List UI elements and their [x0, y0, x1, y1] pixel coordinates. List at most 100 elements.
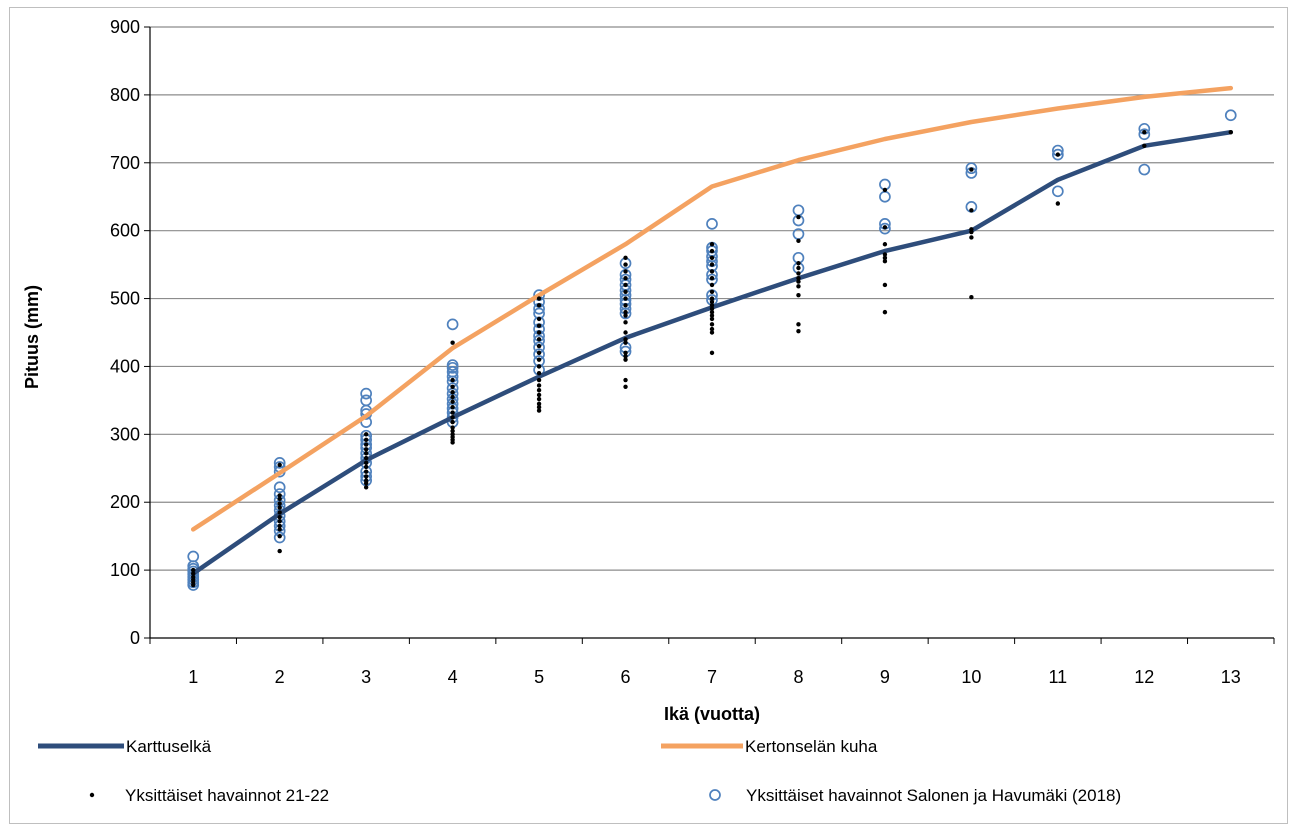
legend-swatch-dots-21-22: [89, 792, 95, 798]
dot-point-73: [623, 330, 628, 335]
axis-layer: [144, 26, 1275, 644]
x-tick-label-7: 7: [707, 667, 717, 687]
dot-point-23: [363, 464, 369, 470]
y-tick-label-400: 400: [110, 356, 140, 376]
dot-point-52: [536, 388, 542, 393]
x-tick-label-13: 13: [1221, 667, 1241, 687]
ring-point-89: [792, 204, 805, 217]
y-tick-label-300: 300: [110, 424, 140, 444]
dot-point-100: [709, 262, 715, 267]
dot-point-109: [796, 275, 801, 281]
dot-point-65: [536, 296, 542, 301]
dot-point-99: [709, 269, 715, 274]
dot-point-115: [882, 309, 888, 315]
legend-label-rings-salonen: Yksittäiset havainnot Salonen ja Havumäk…: [746, 786, 1121, 805]
dot-point-88: [709, 322, 715, 327]
dot-point-53: [536, 383, 542, 388]
dot-point-6: [277, 548, 282, 554]
dot-point-110: [796, 271, 801, 276]
dot-point-87: [709, 326, 715, 332]
ring-point-84: [706, 218, 718, 230]
dot-point-122: [882, 187, 888, 193]
dot-point-24: [363, 460, 369, 466]
chart-frame: [9, 7, 1288, 824]
dot-point-81: [623, 275, 628, 281]
ring-point-18: [273, 481, 286, 494]
dot-point-123: [969, 294, 974, 300]
ring-point-90: [879, 222, 891, 235]
dot-point-89: [709, 316, 715, 322]
dot-point-77: [623, 303, 628, 308]
dot-point-63: [536, 316, 542, 322]
grid-layer: [150, 26, 1274, 571]
dot-point-58: [536, 350, 542, 356]
ring-point-8: [187, 550, 200, 563]
y-tick-label-500: 500: [110, 289, 140, 309]
dot-point-26: [363, 451, 369, 456]
dot-point-75: [623, 313, 628, 318]
x-tick-label-4: 4: [448, 667, 458, 687]
dot-point-83: [623, 262, 628, 267]
dot-point-28: [363, 442, 369, 447]
dot-point-59: [536, 343, 542, 349]
dot-point-105: [796, 322, 801, 327]
legend-label-dots-21-22: Yksittäiset havainnot 21-22: [125, 786, 329, 805]
dot-point-126: [969, 227, 974, 232]
dot-point-72: [623, 337, 628, 342]
dot-point-78: [623, 296, 628, 301]
dot-point-38: [450, 415, 455, 420]
series-layer: [187, 85, 1237, 591]
dot-point-68: [623, 357, 628, 362]
dot-point-120: [882, 242, 888, 247]
dot-point-94: [709, 299, 715, 305]
ring-point-92: [879, 190, 891, 203]
dot-point-30: [363, 432, 369, 437]
dot-point-111: [796, 265, 801, 271]
dot-point-71: [623, 340, 628, 345]
dot-point-129: [1055, 201, 1061, 206]
dot-point-131: [1142, 143, 1147, 149]
dot-point-108: [796, 279, 801, 284]
ring-point-100: [1138, 163, 1151, 176]
dot-point-37: [450, 419, 455, 425]
ring-point-49: [446, 359, 459, 371]
dot-point-22: [363, 469, 369, 474]
x-tick-label-10: 10: [961, 667, 981, 687]
dot-point-8: [277, 527, 282, 532]
dot-point-17: [277, 462, 282, 468]
dot-point-27: [363, 447, 369, 452]
dot-point-106: [796, 292, 801, 298]
dot-point-92: [709, 306, 715, 311]
dot-point-11: [277, 514, 282, 520]
ring-point-101: [1138, 128, 1151, 141]
x-tick-label-2: 2: [275, 667, 285, 687]
x-tick-label-12: 12: [1134, 667, 1154, 687]
dot-point-128: [969, 167, 974, 172]
dot-point-130: [1055, 152, 1061, 157]
ring-point-47: [446, 366, 459, 378]
legend-label-kertonselan-kuha: Kertonselän kuha: [745, 737, 878, 756]
dot-point-21: [363, 474, 369, 479]
dot-point-18: [363, 485, 369, 490]
dot-point-132: [1142, 130, 1147, 135]
dot-point-74: [623, 320, 628, 325]
x-tick-label-8: 8: [793, 667, 803, 687]
dot-point-97: [709, 282, 715, 288]
dot-point-29: [363, 437, 369, 442]
dot-point-43: [450, 390, 455, 395]
dot-point-67: [623, 377, 628, 383]
dot-point-13: [277, 505, 282, 510]
dot-point-112: [796, 261, 801, 266]
ring-point-103: [1224, 109, 1237, 122]
y-tick-label-800: 800: [110, 85, 140, 105]
dot-point-114: [796, 214, 801, 220]
dot-point-48: [536, 404, 542, 410]
dot-point-47: [536, 408, 542, 413]
dot-point-50: [536, 396, 542, 402]
dot-point-60: [536, 337, 542, 342]
dot-point-121: [882, 225, 888, 230]
ring-point-50: [446, 318, 459, 331]
dot-point-42: [450, 394, 455, 400]
dot-point-35: [450, 428, 455, 434]
